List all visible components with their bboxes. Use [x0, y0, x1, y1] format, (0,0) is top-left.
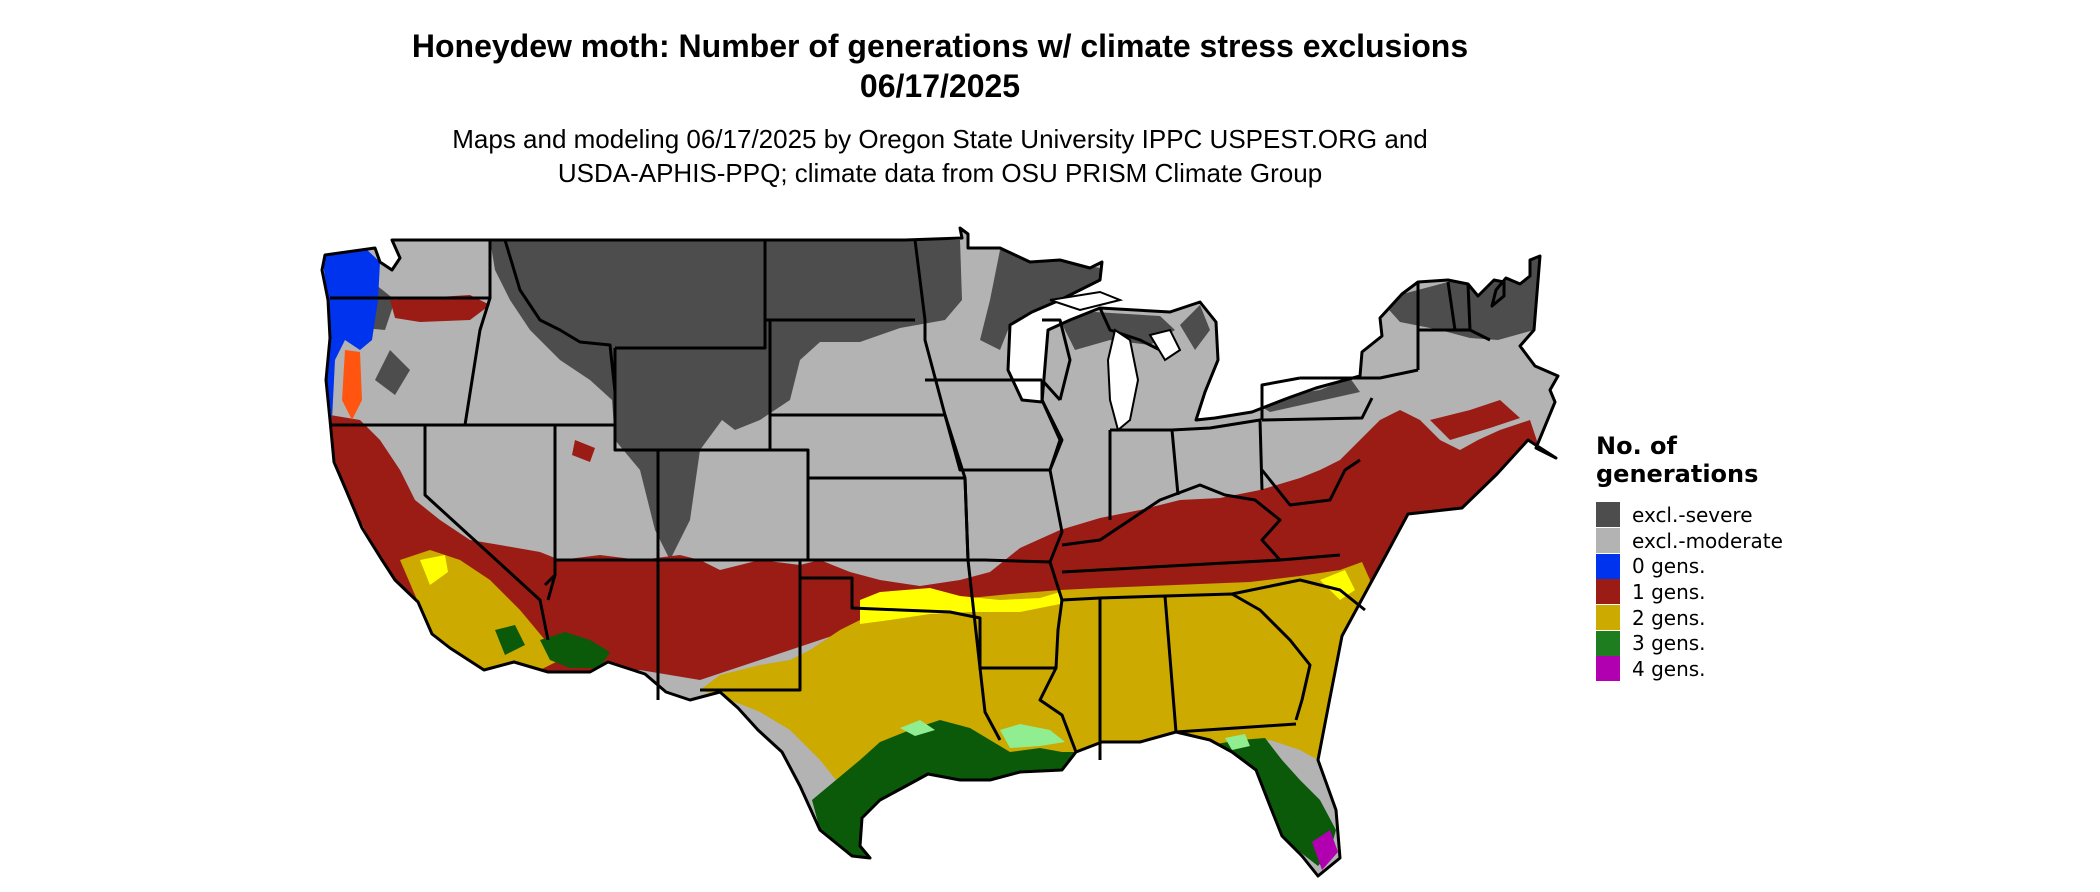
legend-item: 0 gens. [1596, 553, 1856, 579]
zone-orange-patch [342, 350, 362, 420]
legend-items: excl.-severe excl.-moderate 0 gens. 1 gens.… [1596, 502, 1856, 682]
lake-michigan [1106, 328, 1140, 432]
legend-item: 1 gens. [1596, 579, 1856, 605]
state-borders [320, 226, 1560, 878]
map-credit-line-1: Maps and modeling 06/17/2025 by Oregon S… [452, 124, 1428, 154]
lake-huron [1148, 328, 1182, 362]
map-title: Honeydew moth: Number of generations w/ … [411, 28, 1469, 64]
legend-item: excl.-severe [1596, 502, 1856, 528]
legend-swatch [1596, 630, 1620, 656]
legend-title: No. of generations [1596, 432, 1856, 488]
zone-4-gens [860, 830, 1338, 870]
legend-swatch [1596, 579, 1620, 605]
legend-label: 4 gens. [1632, 656, 1706, 681]
zone-0-gens [322, 248, 380, 420]
great-lakes [1049, 290, 1182, 432]
legend-label: 3 gens. [1632, 631, 1706, 656]
legend-swatch [1596, 656, 1620, 682]
zone-3-gens [495, 625, 1336, 866]
us-generations-map [320, 226, 1560, 878]
legend-label: 0 gens. [1632, 554, 1706, 579]
legend-swatch [1596, 502, 1620, 528]
legend-swatch [1596, 553, 1620, 579]
zone-2-gens-margin [420, 555, 1355, 624]
legend-swatch [1596, 528, 1620, 554]
zone-3-gens-margin [900, 720, 1250, 750]
legend-item: 4 gens. [1596, 656, 1856, 682]
map-credit-line-2: USDA-APHIS-PPQ; climate data from OSU PR… [557, 158, 1323, 188]
legend: No. of generations excl.-severe excl.-mod… [1596, 432, 1856, 682]
legend-label: 1 gens. [1632, 579, 1706, 604]
map-date: 06/17/2025 [859, 68, 1021, 104]
legend-label: 2 gens. [1632, 605, 1706, 630]
lake-superior [1049, 290, 1124, 312]
legend-item: excl.-moderate [1596, 528, 1856, 554]
legend-title-line-2: generations [1596, 460, 1759, 488]
legend-label: excl.-moderate [1632, 528, 1783, 553]
legend-label: excl.-severe [1632, 502, 1753, 527]
legend-item: 3 gens. [1596, 630, 1856, 656]
legend-title-line-1: No. of [1596, 432, 1677, 460]
zone-1-gen [330, 295, 1540, 680]
legend-item: 2 gens. [1596, 605, 1856, 631]
legend-swatch [1596, 605, 1620, 631]
